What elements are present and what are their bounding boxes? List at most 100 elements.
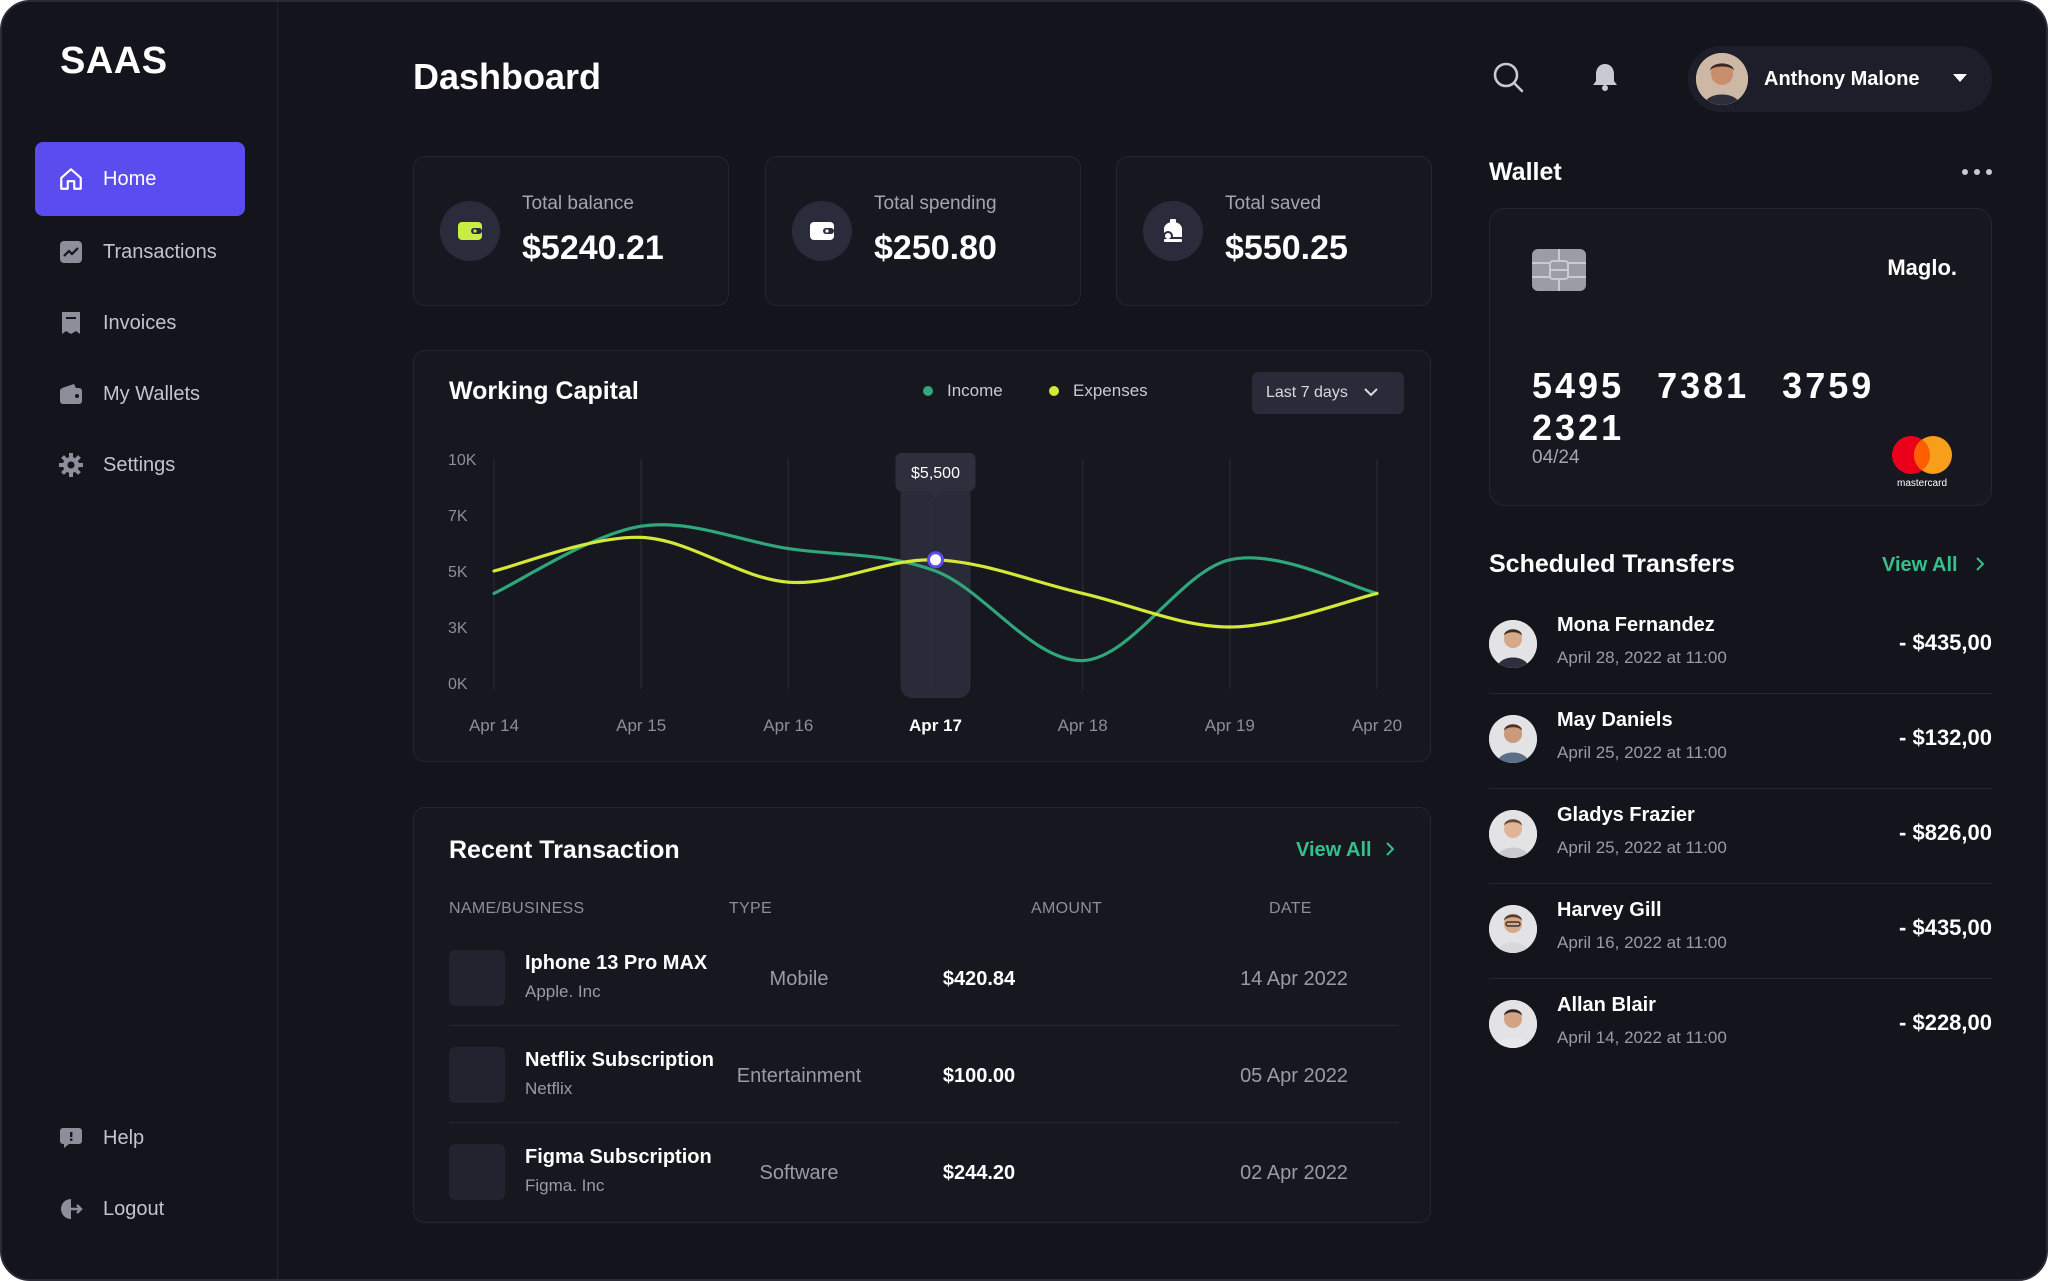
- stat-card-total-saved: Total saved $550.25: [1116, 156, 1432, 306]
- transfer-row[interactable]: Harvey Gill April 16, 2022 at 11:00 - $4…: [1489, 883, 1992, 979]
- more-options-icon[interactable]: [1962, 162, 1992, 182]
- transfer-date: April 14, 2022 at 11:00: [1557, 1028, 1727, 1047]
- logout-icon: [57, 1195, 85, 1223]
- wallet-card-icon: [792, 201, 852, 261]
- transaction-business: Netflix: [525, 1079, 573, 1098]
- brand-logo: SAAS: [60, 40, 168, 82]
- sidebar-item-transactions[interactable]: Transactions: [35, 215, 245, 289]
- product-thumbnail: [449, 1144, 505, 1200]
- recent-transactions-view-all-link[interactable]: View All: [1296, 839, 1395, 862]
- avatar: [1489, 620, 1537, 668]
- stat-value: $250.80: [874, 229, 997, 267]
- sidebar: SAAS Home Transactions Invoices My Walle…: [2, 2, 278, 1279]
- date-range-select[interactable]: Last 7 days: [1252, 372, 1404, 414]
- card-expiry: 04/24: [1532, 447, 1580, 468]
- working-capital-card: Working Capital Income Expenses Last 7 d…: [413, 350, 1431, 762]
- view-all-label: View All: [1882, 554, 1958, 576]
- transfer-row[interactable]: Gladys Frazier April 25, 2022 at 11:00 -…: [1489, 788, 1992, 884]
- piggy-bank-icon: [1143, 201, 1203, 261]
- transfer-amount: - $826,00: [1899, 820, 1992, 845]
- legend-income: Income: [923, 381, 1003, 401]
- transfer-row[interactable]: May Daniels April 25, 2022 at 11:00 - $1…: [1489, 693, 1992, 789]
- stat-label: Total spending: [874, 193, 997, 214]
- working-capital-chart: 10K 7K 5K 3K 0K Apr 14 Apr 15 Apr 16 Apr 17 Apr 1…: [448, 452, 1402, 735]
- card-number: 5495 7381 3759 2321: [1532, 365, 1875, 448]
- chevron-down-icon: [1364, 384, 1378, 402]
- chevron-down-icon: [1952, 70, 1968, 88]
- transaction-date: 14 Apr 2022: [1240, 968, 1348, 990]
- y-tick-label: 5K: [448, 564, 468, 581]
- transfer-name: Allan Blair: [1557, 994, 1656, 1016]
- product-thumbnail: [449, 950, 505, 1006]
- sidebar-item-label: Transactions: [103, 240, 217, 263]
- transaction-business: Apple. Inc: [525, 982, 601, 1001]
- search-icon[interactable]: [1491, 60, 1525, 94]
- user-menu[interactable]: Anthony Malone: [1688, 46, 1992, 112]
- wallet-title: Wallet: [1489, 158, 1562, 186]
- transaction-amount: $420.84: [942, 968, 1016, 990]
- product-thumbnail: [449, 1047, 505, 1103]
- sidebar-item-invoices[interactable]: Invoices: [35, 286, 245, 360]
- help-chat-icon: [57, 1124, 85, 1152]
- y-tick-label: 0K: [448, 676, 468, 693]
- transaction-type: Entertainment: [736, 1065, 862, 1087]
- table-row[interactable]: Netflix Subscription Netflix Entertainme…: [449, 1027, 1399, 1123]
- mastercard-logo: mastercard: [1887, 431, 1957, 493]
- card-chip-icon: [1532, 249, 1586, 291]
- column-header-date: DATE: [1269, 900, 1312, 917]
- y-tick-label: 10K: [448, 452, 477, 469]
- scheduled-transfers-title: Scheduled Transfers: [1489, 550, 1735, 578]
- transfer-date: April 16, 2022 at 11:00: [1557, 933, 1727, 952]
- transfer-amount: - $132,00: [1899, 725, 1992, 750]
- tooltip-label: $5,500: [911, 465, 960, 482]
- invoice-icon: [57, 309, 85, 337]
- transaction-type: Software: [759, 1162, 839, 1184]
- x-tick-label: Apr 14: [469, 716, 519, 735]
- mastercard-label: mastercard: [1896, 478, 1947, 489]
- page-title: Dashboard: [413, 56, 602, 97]
- table-row[interactable]: Iphone 13 Pro MAX Apple. Inc Mobile $420…: [449, 930, 1399, 1026]
- bell-icon[interactable]: [1588, 60, 1622, 94]
- avatar: [1489, 810, 1537, 858]
- transfer-row[interactable]: Mona Fernandez April 28, 2022 at 11:00 -…: [1489, 598, 1992, 694]
- sidebar-item-label: Logout: [103, 1197, 165, 1220]
- transaction-amount: $100.00: [942, 1065, 1016, 1087]
- x-tick-label: Apr 18: [1058, 716, 1108, 735]
- x-tick-label: Apr 17: [909, 716, 962, 735]
- sidebar-item-label: Settings: [103, 453, 176, 476]
- transfer-name: Gladys Frazier: [1557, 804, 1695, 826]
- credit-card[interactable]: Maglo. 5495 7381 3759 2321 04/24 masterc…: [1489, 208, 1992, 506]
- stat-card-total-spending: Total spending $250.80: [765, 156, 1081, 306]
- stat-value: $5240.21: [522, 229, 664, 267]
- transaction-name: Netflix Subscription: [525, 1049, 714, 1071]
- sidebar-item-my-wallets[interactable]: My Wallets: [35, 357, 245, 431]
- column-header-amount: AMOUNT: [1031, 900, 1103, 917]
- transfer-amount: - $435,00: [1899, 915, 1992, 940]
- transfer-name: May Daniels: [1557, 709, 1673, 731]
- transaction-name: Figma Subscription: [525, 1146, 712, 1168]
- transfer-amount: - $435,00: [1899, 630, 1992, 655]
- chart-trend-icon: [57, 238, 85, 266]
- transfer-date: April 28, 2022 at 11:00: [1557, 648, 1727, 667]
- tooltip-pointer: [928, 491, 943, 498]
- sidebar-item-help[interactable]: Help: [35, 1101, 245, 1175]
- stat-label: Total saved: [1225, 193, 1322, 214]
- sidebar-item-home[interactable]: Home: [35, 142, 245, 216]
- stat-label: Total balance: [522, 193, 634, 214]
- gear-icon: [57, 451, 85, 479]
- wallet-icon: [57, 380, 85, 408]
- avatar: [1489, 905, 1537, 953]
- sidebar-item-settings[interactable]: Settings: [35, 428, 245, 502]
- y-tick-label: 7K: [448, 508, 468, 525]
- home-icon: [57, 165, 85, 193]
- x-tick-label: Apr 19: [1205, 716, 1255, 735]
- legend-expenses: Expenses: [1049, 381, 1148, 401]
- sidebar-item-label: Home: [103, 167, 157, 190]
- sidebar-item-logout[interactable]: Logout: [35, 1172, 245, 1246]
- avatar: [1489, 715, 1537, 763]
- wallet-card-icon: [440, 201, 500, 261]
- view-all-label: View All: [1296, 839, 1372, 861]
- scheduled-transfers-view-all-link[interactable]: View All: [1882, 554, 1985, 577]
- transfer-row[interactable]: Allan Blair April 14, 2022 at 11:00 - $2…: [1489, 978, 1992, 1074]
- table-row[interactable]: Figma Subscription Figma. Inc Software $…: [449, 1124, 1399, 1220]
